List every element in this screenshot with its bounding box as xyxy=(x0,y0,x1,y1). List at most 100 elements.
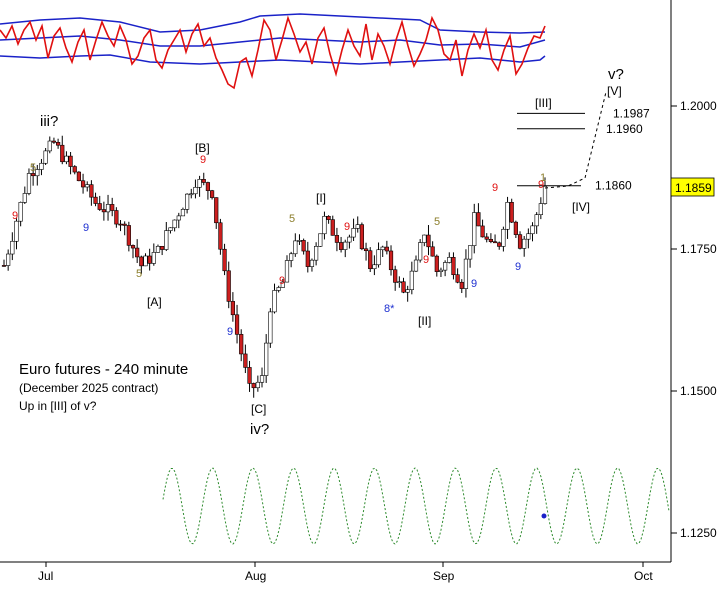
candle-body-down xyxy=(80,180,86,188)
candle-body-down xyxy=(1,265,7,267)
candle-body-down xyxy=(388,250,394,271)
last-price-box xyxy=(670,177,715,197)
candle-body-up xyxy=(26,173,32,194)
candle-body-up xyxy=(39,162,44,170)
wave-label: 9 xyxy=(538,179,544,191)
cycle-marker-dot xyxy=(541,513,547,519)
candle-body-down xyxy=(218,222,223,250)
candle-body-up xyxy=(472,212,477,246)
candle-body-down xyxy=(488,238,494,242)
candle-body-up xyxy=(43,150,48,164)
candle-body-up xyxy=(264,342,269,376)
candle-body-up xyxy=(197,179,202,188)
chart-subtitle: (December 2025 contract) xyxy=(19,381,158,395)
wave-label: 9 xyxy=(344,221,350,233)
candle-body-up xyxy=(172,219,177,229)
candle-body-down xyxy=(301,240,306,252)
candle-body-up xyxy=(318,233,323,247)
wave-label: iv? xyxy=(250,421,269,438)
candle-body-up xyxy=(322,215,327,235)
candle-body-down xyxy=(110,204,115,211)
wave-label: 9 xyxy=(279,275,285,287)
target-level-label: 1.1860 xyxy=(595,179,632,193)
candle-body-up xyxy=(268,311,273,344)
wave-label: [C] xyxy=(251,402,266,416)
candle-body-down xyxy=(72,166,77,173)
candle-body-up xyxy=(143,255,148,267)
cycle-wave-line xyxy=(162,467,670,545)
wave-label: iii? xyxy=(40,113,58,130)
candle-body-up xyxy=(18,202,23,222)
candle-body-down xyxy=(93,196,98,204)
candle-body-down xyxy=(230,301,235,316)
wave-label: 5 xyxy=(136,268,142,280)
candle-body-up xyxy=(85,184,90,188)
candle-body-up xyxy=(526,233,531,240)
candle-body-up xyxy=(168,227,173,231)
wave-label: 9 xyxy=(83,222,89,234)
candle-body-down xyxy=(139,256,144,267)
candle-body-down xyxy=(334,235,340,243)
candle-body-down xyxy=(363,248,369,252)
candle-body-down xyxy=(130,245,136,249)
candle-body-up xyxy=(343,241,348,250)
candle-body-down xyxy=(434,255,439,272)
candle-body-down xyxy=(118,223,123,226)
candle-body-down xyxy=(226,270,231,302)
candle-body-up xyxy=(530,225,535,235)
candle-body-up xyxy=(542,185,548,204)
y-tick-label: 1.1500 xyxy=(680,384,717,398)
y-tick-label: 1.1250 xyxy=(680,526,717,540)
candle-body-down xyxy=(326,215,331,220)
candle-body-down xyxy=(114,210,119,225)
candle-body-down xyxy=(368,250,373,270)
candle-body-up xyxy=(276,287,281,291)
oscillator-line xyxy=(0,15,546,90)
candle-body-down xyxy=(76,171,82,182)
wave-labels: iii?5995[A][B]99[C]iv?59[I]98*[II]959991… xyxy=(12,66,624,438)
candle-body-down xyxy=(205,182,211,191)
candle-body-up xyxy=(193,186,198,195)
candle-body-down xyxy=(214,197,219,224)
wave-label: [V] xyxy=(607,84,622,98)
x-axis: Jul Aug Sep Oct xyxy=(38,562,653,583)
y-axis: 1.2000 1.1750 1.1500 1.1250 xyxy=(671,99,717,540)
candle-body-up xyxy=(405,289,410,293)
wave-label: [III] xyxy=(535,96,552,110)
candle-body-down xyxy=(68,155,73,167)
candlesticks xyxy=(1,135,548,398)
oscillator-panel xyxy=(0,13,546,90)
candle-body-up xyxy=(47,140,52,152)
candle-body-down xyxy=(239,334,244,355)
lower-band-line xyxy=(0,54,546,65)
chart-note: Up in [III] of v? xyxy=(19,399,97,413)
candle-body-up xyxy=(355,224,360,229)
candle-body-up xyxy=(376,249,381,266)
candle-body-down xyxy=(401,281,406,293)
x-tick-label: Jul xyxy=(38,569,53,583)
target-level-label: 1.1960 xyxy=(606,122,643,136)
candle-body-up xyxy=(397,281,402,284)
candle-body-down xyxy=(135,247,140,258)
candle-body-up xyxy=(10,240,15,255)
candle-body-down xyxy=(31,173,36,177)
wave-label: 9 xyxy=(515,261,521,273)
last-price-marker: 1.1859 xyxy=(670,177,715,197)
wave-label: 9 xyxy=(423,254,429,266)
candle-body-down xyxy=(147,255,152,264)
candle-body-up xyxy=(438,269,444,272)
candle-body-down xyxy=(384,246,389,252)
candle-body-up xyxy=(505,202,510,230)
candle-body-up xyxy=(293,240,298,255)
wave-label: 1 xyxy=(540,172,546,184)
candle-body-down xyxy=(459,281,464,289)
candle-body-down xyxy=(101,209,106,213)
candle-body-up xyxy=(289,253,294,261)
candle-body-up xyxy=(284,260,290,283)
candle-body-up xyxy=(297,240,302,242)
candle-body-up xyxy=(280,281,285,288)
candle-body-up xyxy=(14,220,19,242)
chart-title: Euro futures - 240 minute xyxy=(19,361,188,378)
candle-body-down xyxy=(209,190,215,198)
